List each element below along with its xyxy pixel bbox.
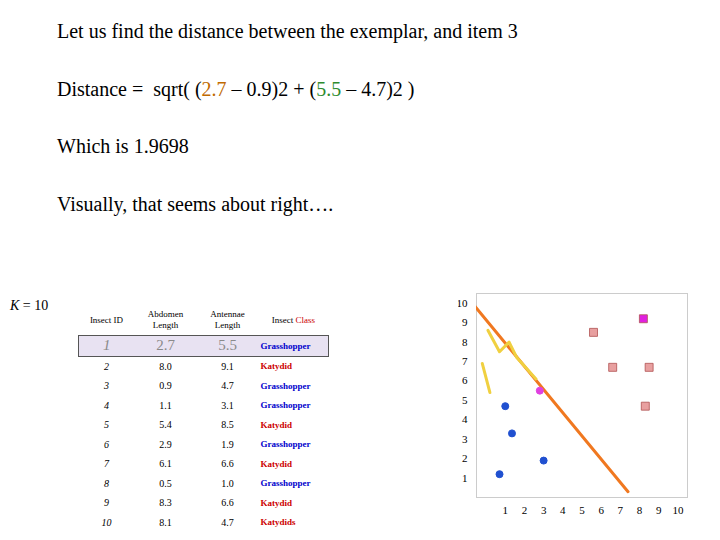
html-text:8.1: 8.1 xyxy=(159,516,172,528)
html-text:Katydid: Katydid xyxy=(260,419,292,430)
html-text:0.5: 0.5 xyxy=(159,477,172,489)
html-text:K = 10: K = 10 xyxy=(10,298,49,313)
html-text:Abdomen Length: Abdomen Length xyxy=(147,309,184,330)
svg-text:9: 9 xyxy=(462,316,468,328)
html-text:Which is 1.9698: Which is 1.9698 xyxy=(57,135,189,157)
html-text:Visually, that seems about rig: Visually, that seems about right…. xyxy=(57,193,334,215)
svg-text:5: 5 xyxy=(579,504,585,516)
html-text:Let us find the distance betwe: Let us find the distance between the exe… xyxy=(57,20,518,42)
html-text:6.1: 6.1 xyxy=(159,458,172,470)
html-text:Insect ID: Insect ID xyxy=(89,314,124,325)
html-text:Insect Class: Insect Class xyxy=(271,314,316,325)
html-text:6.6: 6.6 xyxy=(221,497,234,509)
html-text:5.5: 5.5 xyxy=(218,337,237,354)
html-text:4.7: 4.7 xyxy=(221,380,234,392)
html-text:4.7: 4.7 xyxy=(221,516,234,528)
svg-text:8: 8 xyxy=(462,336,468,348)
html-text:1.9: 1.9 xyxy=(221,438,234,450)
svg-text:3: 3 xyxy=(462,433,468,445)
svg-text:7: 7 xyxy=(618,504,624,516)
html-text:3: 3 xyxy=(104,380,109,392)
html-text:5: 5 xyxy=(104,419,109,431)
svg-text:10: 10 xyxy=(458,297,468,309)
svg-text:10: 10 xyxy=(672,504,684,516)
svg-text:6: 6 xyxy=(598,504,604,516)
svg-text:6: 6 xyxy=(462,374,468,386)
svg-text:2: 2 xyxy=(462,452,468,464)
html-text:8: 8 xyxy=(104,477,109,489)
html-text:Grasshopper: Grasshopper xyxy=(260,380,311,391)
html-text:7: 7 xyxy=(104,458,109,470)
html-text:8.0: 8.0 xyxy=(159,360,172,372)
svg-text:5: 5 xyxy=(462,394,468,406)
html-text:2.9: 2.9 xyxy=(159,438,172,450)
html-text:Grasshopper: Grasshopper xyxy=(260,340,311,351)
html-text:2.7: 2.7 xyxy=(156,337,175,354)
svg-text:3: 3 xyxy=(541,504,547,516)
html-text:Distance = sqrt( (2.7 – 0.9)2: Distance = sqrt( (2.7 – 0.9)2 + (5.5 – 4… xyxy=(57,78,415,100)
html-text:Katydids: Katydids xyxy=(260,517,296,528)
svg-text:4: 4 xyxy=(560,504,566,516)
svg-text:4: 4 xyxy=(462,413,468,425)
html-text:Katydid: Katydid xyxy=(260,497,292,508)
svg-text:1: 1 xyxy=(503,504,509,516)
svg-text:9: 9 xyxy=(656,504,662,516)
html-text:Grasshopper: Grasshopper xyxy=(260,400,311,411)
html-text:8.5: 8.5 xyxy=(221,419,234,431)
svg-text:7: 7 xyxy=(462,355,468,367)
html-text:9.1: 9.1 xyxy=(221,360,234,372)
html-text:8.3: 8.3 xyxy=(159,497,172,509)
svg-text:8: 8 xyxy=(637,504,643,516)
html-text:4: 4 xyxy=(104,399,109,411)
html-text:Antennae Length: Antennae Length xyxy=(210,309,245,330)
html-text:1: 1 xyxy=(103,337,111,354)
html-text:3.1: 3.1 xyxy=(221,399,234,411)
html-text:1.0: 1.0 xyxy=(221,477,234,489)
html-text:Grasshopper: Grasshopper xyxy=(260,439,311,450)
html-text:Katydid: Katydid xyxy=(260,458,292,469)
html-text:2: 2 xyxy=(104,360,109,372)
html-text:6.6: 6.6 xyxy=(221,458,234,470)
html-text:Katydid: Katydid xyxy=(260,361,292,372)
html-text:10: 10 xyxy=(101,516,112,528)
svg-text:2: 2 xyxy=(522,504,528,516)
html-text:9: 9 xyxy=(104,497,109,509)
svg-text:1: 1 xyxy=(462,472,468,484)
html-text:1.1: 1.1 xyxy=(159,399,172,411)
html-text:6: 6 xyxy=(104,438,109,450)
html-text:0.9: 0.9 xyxy=(159,380,172,392)
html-text:5.4: 5.4 xyxy=(159,419,172,431)
html-text:Grasshopper: Grasshopper xyxy=(260,478,311,489)
